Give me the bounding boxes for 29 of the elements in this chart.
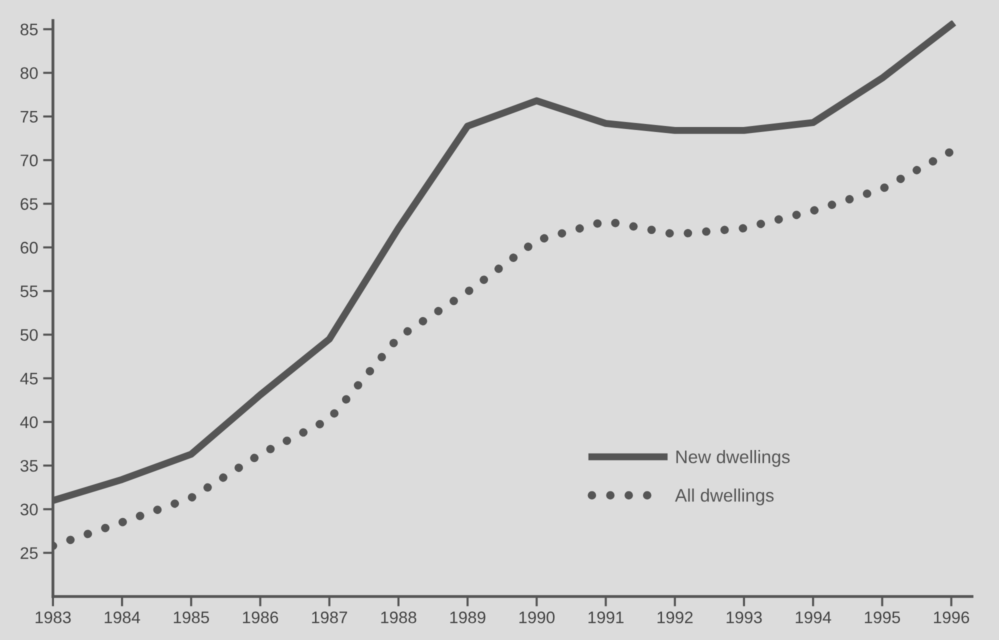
y-tick-label: 60 xyxy=(20,242,38,254)
x-tick-label: 1994 xyxy=(796,612,832,624)
x-tick-label: 1996 xyxy=(934,612,970,624)
x-tick-label: 1987 xyxy=(312,612,348,624)
x-tick-label: 1993 xyxy=(726,612,762,624)
legend-label: All dwellings xyxy=(674,488,774,506)
x-tick-label: 1990 xyxy=(519,612,555,624)
x-tick-label: 1983 xyxy=(36,612,71,624)
y-tick-label: 80 xyxy=(20,67,38,80)
y-tick-label: 70 xyxy=(20,154,38,166)
x-tick-label: 1985 xyxy=(174,612,209,624)
y-tick-label: 35 xyxy=(20,460,38,472)
y-tick-label: 85 xyxy=(20,24,38,36)
y-tick-label: 65 xyxy=(20,198,38,210)
x-tick-label: 1986 xyxy=(242,612,278,624)
y-tick-label: 55 xyxy=(20,286,38,298)
y-tick-label: 45 xyxy=(20,372,38,384)
y-tick-label: 30 xyxy=(20,504,38,516)
y-tick-label: 40 xyxy=(20,416,38,428)
y-tick-label: 75 xyxy=(20,111,38,123)
y-tick-label: 50 xyxy=(20,329,38,341)
x-tick-label: 1988 xyxy=(381,612,416,624)
x-tick-label: 1989 xyxy=(450,612,486,624)
x-tick-label: 1984 xyxy=(104,612,140,624)
x-tick-label: 1992 xyxy=(658,612,693,624)
x-tick-label: 1991 xyxy=(588,612,624,624)
y-tick-label: 25 xyxy=(20,547,38,560)
x-tick-label: 1995 xyxy=(864,612,900,624)
legend-label: New dwellings xyxy=(676,450,790,467)
